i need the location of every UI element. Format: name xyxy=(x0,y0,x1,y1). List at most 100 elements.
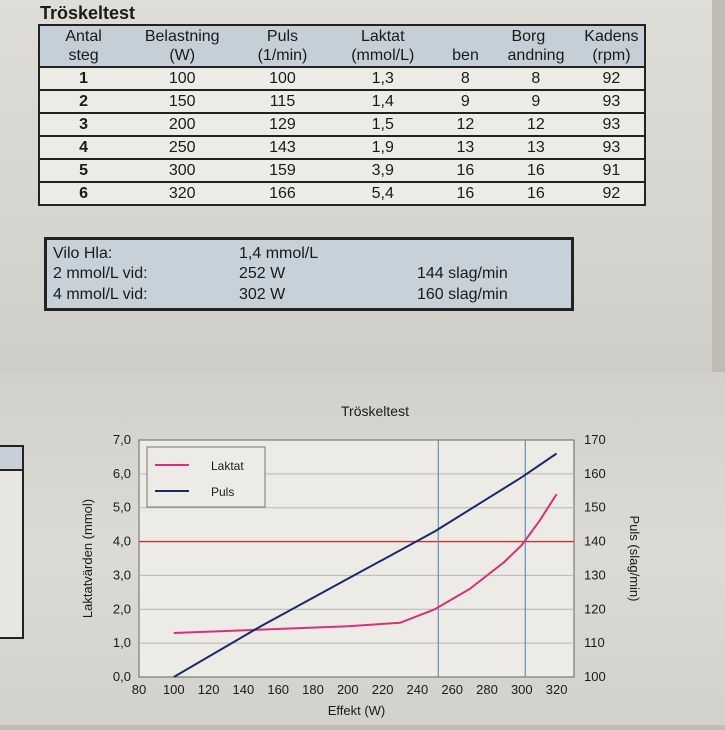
summary-label: 2 mmol/L vid: xyxy=(53,265,148,282)
cell-andning: 9 xyxy=(531,92,541,110)
cell-belastning: 250 xyxy=(168,138,196,156)
cell-andning: 8 xyxy=(531,69,541,87)
series-line-laktat xyxy=(173,493,558,634)
table-row: 2 150 115 1,4 9 9 93 xyxy=(39,90,645,113)
table-row: 5 300 159 3,9 16 16 91 xyxy=(39,159,645,182)
y2-tick-label: 110 xyxy=(584,635,605,650)
cell-steg: 3 xyxy=(79,115,89,133)
y-tick-label: 5,0 xyxy=(113,500,131,515)
cell-kadens: 91 xyxy=(602,161,621,179)
table-row: 6 320 166 5,4 16 16 92 xyxy=(39,182,645,205)
cell-puls: 100 xyxy=(269,69,296,87)
y2-tick-label: 160 xyxy=(584,466,606,481)
y2-tick-label: 120 xyxy=(584,601,606,616)
cell-kadens: 92 xyxy=(602,69,621,87)
header-andning: andning xyxy=(507,47,565,64)
y-tick-label: 1,0 xyxy=(113,635,131,650)
cell-kadens: 92 xyxy=(602,184,621,202)
series-line-puls xyxy=(173,452,558,678)
table-row: 3 200 129 1,5 12 12 93 xyxy=(39,113,645,136)
cell-ben: 9 xyxy=(460,92,470,110)
header-borg: Borg ben andning xyxy=(438,25,579,67)
header-puls: Puls (1/min) xyxy=(257,28,308,64)
x-tick-label: 140 xyxy=(233,682,255,697)
cell-ben: 16 xyxy=(456,161,475,179)
cell-steg: 5 xyxy=(79,161,89,179)
cell-andning: 13 xyxy=(526,138,545,156)
y2-tick-label: 170 xyxy=(584,432,606,447)
x-axis-label: Effekt (W) xyxy=(328,703,386,718)
cell-belastning: 300 xyxy=(168,161,196,179)
header-ben: ben xyxy=(452,47,479,64)
cell-laktat: 3,9 xyxy=(371,161,394,179)
document-page-top xyxy=(0,0,712,380)
y-tick-label: 0,0 xyxy=(113,669,131,684)
cell-andning: 16 xyxy=(526,184,545,202)
x-tick-label: 80 xyxy=(132,682,146,697)
x-tick-label: 240 xyxy=(407,682,429,697)
header-borg-sub: ben andning xyxy=(438,46,579,65)
summary-value: 252 W xyxy=(239,265,286,282)
x-tick-label: 180 xyxy=(302,682,324,697)
threshold-chart-svg: Tröskeltest 0,0 1,0 2,0 3,0 4,0 5,0 6,0 7,0 100 11… xyxy=(80,403,642,718)
header-laktat: Laktat (mmol/L) xyxy=(351,28,415,64)
legend-label: Laktat xyxy=(211,459,244,473)
cell-steg: 4 xyxy=(79,138,89,156)
cell-puls: 159 xyxy=(269,161,296,179)
y2-tick-label: 150 xyxy=(584,500,606,515)
cell-kadens: 93 xyxy=(602,115,621,133)
cell-laktat: 1,5 xyxy=(371,115,394,133)
adjacent-page-box-header xyxy=(0,447,22,471)
cell-belastning: 150 xyxy=(168,92,196,110)
cell-ben: 13 xyxy=(456,138,475,156)
cell-belastning: 320 xyxy=(168,184,196,202)
x-tick-label: 220 xyxy=(372,682,394,697)
cell-belastning: 200 xyxy=(168,115,196,133)
adjacent-page-box xyxy=(0,445,24,639)
document-title: Tröskeltest xyxy=(40,3,136,23)
y2-tick-label: 140 xyxy=(584,534,606,549)
cell-laktat: 1,9 xyxy=(371,138,394,156)
summary-value-pulse: 144 slag/min xyxy=(417,265,508,282)
chart-legend xyxy=(146,446,266,508)
table-row: 4 250 143 1,9 13 13 93 xyxy=(39,136,645,159)
cell-ben: 12 xyxy=(456,115,475,133)
cell-laktat: 1,4 xyxy=(371,92,394,110)
cell-kadens: 93 xyxy=(602,138,621,156)
cell-belastning: 100 xyxy=(168,69,196,87)
y2-axis-label: Puls (slag/min) xyxy=(627,516,642,602)
summary-label: 4 mmol/L vid: xyxy=(53,286,148,303)
cell-andning: 12 xyxy=(526,115,545,133)
y-tick-label: 2,0 xyxy=(113,601,131,616)
legend-label: Puls xyxy=(211,485,234,499)
cell-kadens: 93 xyxy=(602,92,621,110)
cell-puls: 129 xyxy=(269,115,296,133)
cell-andning: 16 xyxy=(526,161,545,179)
header-antal: Antal steg xyxy=(65,28,102,64)
x-tick-label: 300 xyxy=(511,682,533,697)
results-table-header: Antal steg Belastning (W) Puls (1/min) Lakt… xyxy=(39,25,645,67)
results-table-body: 1 100 100 1,3 8 8 92 2 150 115 1,4 9 9 93 3 200 129 1,5 12… xyxy=(39,67,645,205)
table-row: 1 100 100 1,3 8 8 92 xyxy=(39,67,645,90)
y-tick-label: 6,0 xyxy=(113,466,131,481)
summary-label: Vilo Hla: xyxy=(53,245,113,262)
x-tick-label: 120 xyxy=(198,682,220,697)
x-tick-label: 280 xyxy=(476,682,498,697)
cell-puls: 115 xyxy=(269,92,296,110)
cell-puls: 166 xyxy=(269,184,296,202)
cell-ben: 16 xyxy=(456,184,475,202)
threshold-summary-box: Vilo Hla: 1,4 mmol/L 2 mmol/L vid: 252 W… xyxy=(44,237,574,311)
y-tick-label: 7,0 xyxy=(113,432,131,447)
y-tick-label: 4,0 xyxy=(113,534,131,549)
cell-steg: 6 xyxy=(79,184,89,202)
cell-ben: 8 xyxy=(460,69,470,87)
summary-value-pulse: 160 slag/min xyxy=(417,286,508,303)
x-tick-label: 260 xyxy=(441,682,463,697)
y2-tick-label: 130 xyxy=(584,567,606,582)
cell-steg: 1 xyxy=(79,69,89,87)
cell-laktat: 5,4 xyxy=(371,184,394,202)
results-table: Antal steg Belastning (W) Puls (1/min) Lakt… xyxy=(38,24,646,206)
y-axis-label: Laktatvärden (mmol) xyxy=(80,499,95,618)
cell-laktat: 1,3 xyxy=(371,69,394,87)
y2-tick-label: 100 xyxy=(584,669,606,684)
